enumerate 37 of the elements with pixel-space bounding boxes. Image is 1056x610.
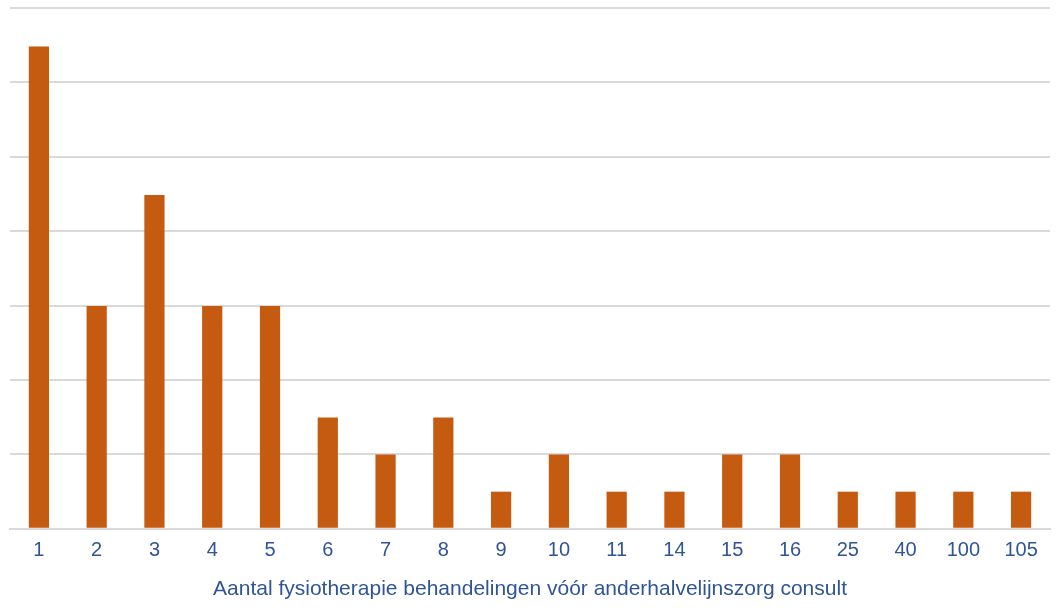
x-tick-label: 10 — [547, 538, 571, 561]
x-tick-label: 3 — [148, 538, 161, 561]
bar — [548, 454, 569, 528]
bar — [86, 306, 107, 528]
x-tick-label: 14 — [663, 538, 686, 561]
x-tick-label: 25 — [836, 538, 859, 561]
x-tick-label: 7 — [379, 538, 392, 561]
x-tick-label: 100 — [946, 538, 981, 561]
x-tick-label: 105 — [1004, 538, 1038, 561]
bar — [664, 491, 685, 528]
bar — [895, 491, 916, 528]
bar — [259, 306, 281, 528]
x-tick-label: 5 — [264, 538, 276, 561]
x-tick-label: 6 — [322, 538, 334, 561]
bar — [317, 417, 338, 528]
bar — [375, 454, 396, 528]
bar — [779, 454, 801, 528]
x-axis-title: Aantal fysiotherapie behandelingen vóór anderhalvelijnszorg consult — [213, 576, 848, 600]
bar — [1011, 491, 1032, 528]
x-tick-label: 2 — [91, 538, 103, 561]
bar — [837, 491, 858, 528]
bar — [28, 46, 49, 528]
bar — [722, 454, 743, 528]
x-tick-label: 11 — [606, 538, 628, 561]
x-tick-label: 1 — [33, 538, 45, 561]
x-tick-label: 8 — [437, 538, 449, 561]
x-tick-label: 4 — [206, 538, 218, 561]
x-tick-label: 40 — [894, 538, 917, 561]
x-tick-label: 15 — [721, 538, 744, 561]
x-tick-label: 16 — [778, 538, 802, 561]
bar — [953, 491, 974, 528]
bar — [433, 417, 454, 528]
x-tick-label: 9 — [495, 538, 507, 561]
bar — [202, 306, 223, 528]
bar — [144, 195, 165, 528]
bar — [491, 491, 512, 528]
bar — [606, 491, 627, 528]
